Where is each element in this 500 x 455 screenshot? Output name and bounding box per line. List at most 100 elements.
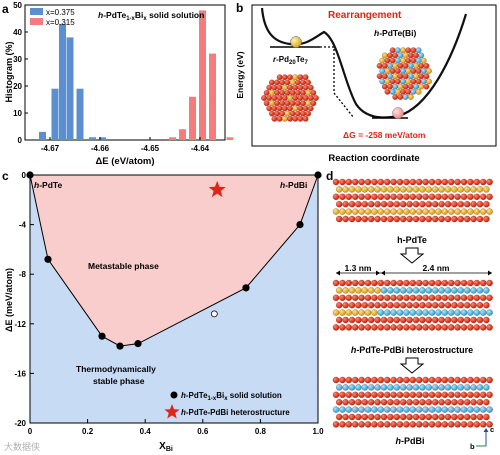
atom (441, 193, 448, 200)
histogram-bar (59, 23, 66, 140)
atom (419, 287, 426, 294)
atom (454, 376, 461, 384)
width-1-3nm-label: 1.3 nm (345, 263, 372, 273)
atom (403, 309, 410, 316)
atom (396, 178, 404, 186)
atom (377, 208, 384, 215)
atom (486, 391, 493, 398)
solid-solution-point (116, 342, 124, 350)
atom (400, 316, 407, 324)
atom (387, 186, 394, 193)
atom (339, 376, 346, 384)
atom (387, 52, 393, 59)
atom (416, 309, 423, 316)
atom (470, 200, 477, 208)
panel-c-xlabel: XBi (159, 441, 173, 453)
atom (480, 193, 487, 200)
atom (376, 62, 383, 69)
atom (364, 421, 372, 428)
atom (451, 399, 458, 406)
atom (289, 100, 296, 107)
atom (422, 406, 429, 413)
atom (339, 294, 346, 301)
atom (396, 391, 404, 398)
atom (483, 287, 490, 294)
atom (384, 376, 391, 384)
atom (412, 302, 420, 309)
atom (432, 384, 439, 391)
panel-b-frame (251, 4, 497, 147)
atom (400, 88, 406, 95)
atom (412, 413, 420, 421)
atom (374, 302, 381, 309)
atom (438, 215, 445, 223)
atom (361, 316, 368, 324)
atom (396, 193, 404, 200)
convex-hull-points (26, 171, 322, 350)
legend-marker-solid-solution (170, 391, 178, 399)
atom (410, 68, 417, 74)
atom (451, 413, 458, 421)
atom (394, 68, 401, 74)
atom (420, 78, 427, 85)
middle-slab-label: h-PdTe-PdBi heterostructure (351, 345, 473, 355)
histogram-bar (39, 131, 46, 140)
atom (287, 115, 293, 122)
atom (448, 324, 455, 331)
atom (428, 406, 436, 413)
atom (368, 186, 375, 193)
y-tick-label: -4 (19, 221, 27, 230)
atom (390, 294, 397, 301)
atom (384, 88, 391, 95)
atom (389, 57, 396, 64)
atom (352, 208, 359, 215)
atom (457, 215, 464, 223)
atom (377, 421, 384, 428)
atom (339, 309, 346, 316)
y-tick-label: 30 (13, 55, 22, 64)
atom (454, 294, 461, 301)
atom (464, 302, 471, 309)
atom (441, 391, 448, 398)
atom (473, 178, 480, 186)
atom (470, 316, 477, 324)
final-state-ball (392, 107, 404, 119)
atom (371, 391, 378, 398)
x-tick-label: -4.67 (41, 144, 60, 153)
atom (406, 200, 413, 208)
atom (392, 52, 399, 59)
atom (412, 200, 420, 208)
histogram-bar (51, 88, 59, 140)
atom (271, 115, 278, 122)
atom (392, 83, 399, 90)
histogram-bar (169, 137, 176, 140)
atom (358, 193, 365, 200)
atom (371, 193, 378, 200)
atom (423, 73, 430, 80)
atom (432, 215, 439, 223)
atom (467, 421, 474, 428)
atom (470, 186, 477, 193)
atom (416, 406, 423, 413)
atom (379, 57, 386, 64)
atom (364, 279, 372, 287)
x-tick-label: 0.4 (140, 427, 152, 436)
atom (345, 208, 352, 215)
atom (342, 399, 349, 406)
atom (352, 421, 359, 428)
atom (476, 316, 484, 324)
atom (310, 100, 317, 107)
atom (435, 279, 442, 287)
y-tick-label: 40 (13, 28, 22, 37)
atom (381, 83, 388, 90)
atom (294, 110, 301, 117)
atom (438, 302, 445, 309)
atom (332, 324, 340, 331)
top-slab-label: h-PdTe (397, 235, 427, 245)
atom (276, 115, 283, 122)
atom (345, 294, 352, 301)
atom (419, 413, 426, 421)
atom (381, 52, 388, 59)
atom (413, 73, 419, 80)
